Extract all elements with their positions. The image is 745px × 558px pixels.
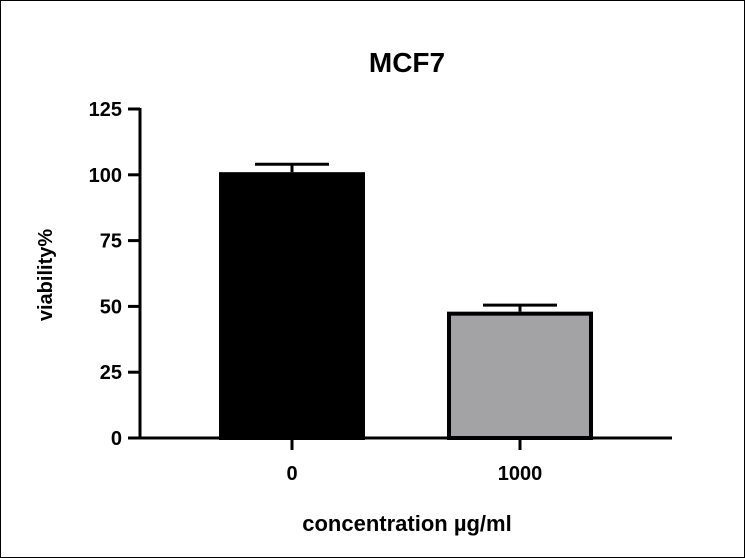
- x-tick-label: 1000: [498, 463, 543, 485]
- x-tick-label: 0: [286, 463, 297, 485]
- y-tick-label: 125: [89, 99, 122, 121]
- y-tick-label: 0: [111, 428, 122, 450]
- y-tick-label: 75: [100, 231, 122, 253]
- y-tick-label: 50: [100, 296, 122, 318]
- y-tick-label: 25: [100, 362, 122, 384]
- bar-1000: [447, 311, 593, 440]
- bar-0: [219, 172, 365, 440]
- x-axis-label: concentration µg/ml: [302, 511, 511, 536]
- chart-title: MCF7: [369, 47, 445, 78]
- y-tick-label: 100: [89, 165, 122, 187]
- y-axis-label: viability%: [35, 229, 57, 321]
